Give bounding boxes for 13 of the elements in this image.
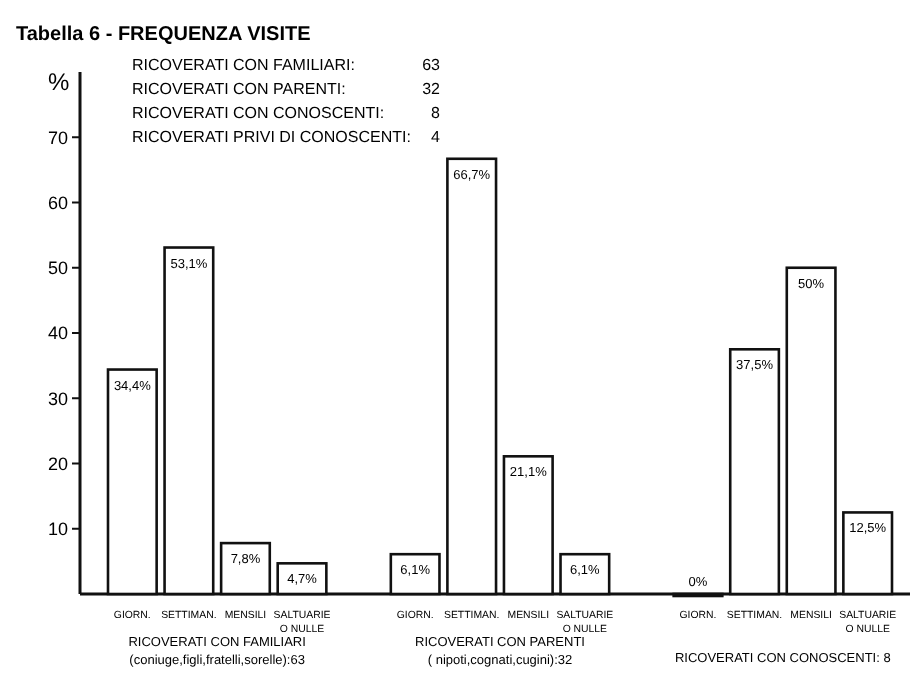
chart-title: Tabella 6 - FREQUENZA VISITE <box>16 24 312 46</box>
text: RICOVERATI PRIVI DI CONOSCENTI: 4 <box>132 128 440 146</box>
y-tick-label: 40 <box>47 323 68 344</box>
text: RICOVERATI CON CONOSCENTI: 8 <box>132 104 440 122</box>
y-tick-label: 20 <box>47 453 68 474</box>
y-axis-title: % <box>48 68 70 96</box>
y-tick-label: 60 <box>47 192 68 213</box>
y-tick-label: 50 <box>47 258 68 279</box>
text: RICOVERATI CON PARENTI: 32 <box>132 80 440 98</box>
y-tick-label: 70 <box>47 127 68 148</box>
text: RICOVERATI CON FAMILIARI: 63 <box>132 56 440 74</box>
y-tick-label: 10 <box>47 519 68 540</box>
y-tick-label: 30 <box>47 388 68 409</box>
